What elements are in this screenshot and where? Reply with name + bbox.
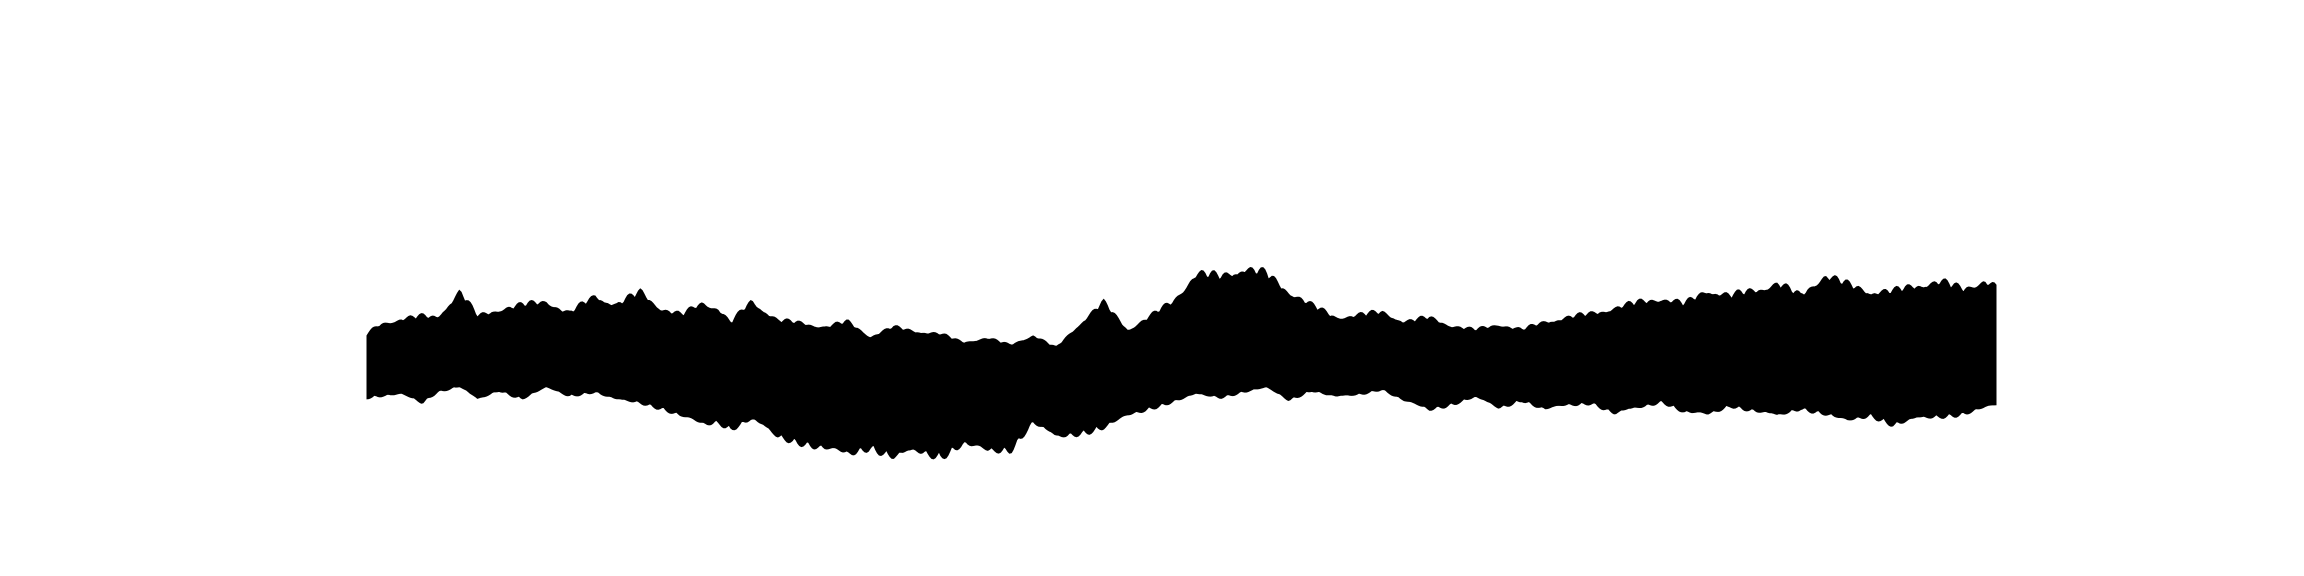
waveform-area xyxy=(366,266,1997,460)
waveform-layer xyxy=(366,266,1997,460)
